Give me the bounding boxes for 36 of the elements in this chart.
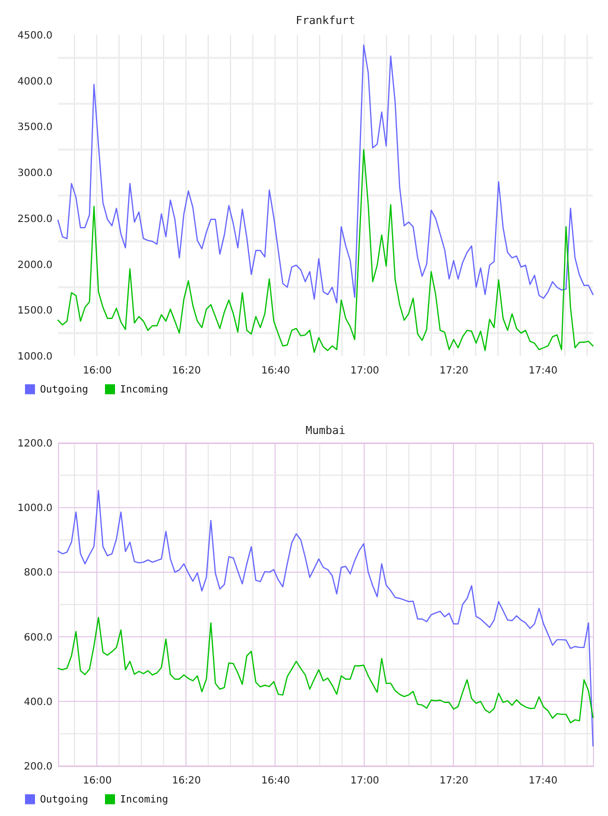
line-series — [57, 44, 594, 304]
x-tick-label: 16:40 — [261, 366, 290, 376]
x-tick-label: 16:00 — [82, 776, 112, 786]
y-tick-label: 2000.0 — [18, 260, 52, 271]
y-tick-label: 1000.0 — [18, 352, 52, 362]
x-tick-label: 16:20 — [172, 366, 201, 376]
y-tick-label: 4500.0 — [18, 30, 52, 42]
y-tick-label: 2500.0 — [18, 214, 52, 225]
x-tick-label: 17:00 — [350, 776, 380, 786]
line-series — [57, 490, 594, 747]
x-tick-label: 17:20 — [439, 776, 468, 786]
y-tick-label: 600.0 — [24, 632, 52, 644]
x-tick-label: 17:40 — [528, 776, 558, 786]
legend-label: Incoming — [120, 384, 168, 396]
x-tick-label: 16:00 — [82, 366, 112, 376]
y-tick-label: 200.0 — [24, 762, 52, 772]
y-tick-label: 1000.0 — [18, 503, 52, 514]
chart-title: Mumbai — [306, 424, 346, 437]
y-tick-label: 1500.0 — [18, 306, 52, 317]
legend-label: Outgoing — [40, 384, 88, 396]
legend-label: Incoming — [120, 794, 168, 806]
y-tick-label: 4000.0 — [18, 76, 52, 88]
y-tick-label: 3000.0 — [18, 168, 52, 180]
x-tick-label: 16:20 — [172, 776, 201, 786]
x-tick-label: 16:40 — [261, 776, 290, 786]
y-tick-label: 400.0 — [24, 696, 52, 708]
x-tick-label: 17:00 — [350, 366, 380, 376]
chart-title: Frankfurt — [296, 14, 356, 27]
y-tick-label: 3500.0 — [18, 122, 52, 134]
y-tick-label: 1200.0 — [18, 438, 52, 450]
line-series — [57, 616, 594, 724]
line-series — [57, 149, 594, 353]
x-tick-label: 17:20 — [439, 366, 468, 376]
legend-label: Outgoing — [40, 794, 88, 806]
y-tick-label: 800.0 — [24, 568, 52, 579]
x-tick-label: 17:40 — [528, 366, 558, 376]
